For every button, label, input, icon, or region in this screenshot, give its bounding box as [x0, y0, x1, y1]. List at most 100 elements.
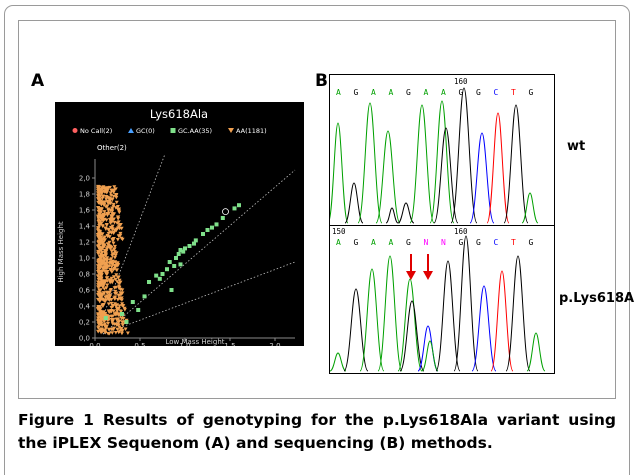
aa-point	[96, 322, 101, 326]
aa-point	[102, 281, 107, 285]
x-tick-label: 1,5	[224, 342, 235, 346]
aa-point	[119, 309, 124, 314]
aa-point	[114, 263, 119, 268]
aa-point	[121, 316, 126, 321]
het-point	[103, 316, 108, 320]
het-point	[165, 267, 169, 272]
aa-point	[115, 327, 120, 332]
aa-point	[105, 213, 110, 218]
trace-peak	[450, 87, 478, 224]
base-call: A	[389, 88, 394, 97]
legend-marker	[228, 128, 234, 133]
aa-point	[119, 236, 124, 241]
base-call: A	[371, 238, 376, 247]
legend-label: AA(1181)	[236, 127, 267, 135]
figure-box: A B Lys618Ala No Call(2) GC(0) GC.AA(35) AA…	[18, 20, 634, 399]
aa-point	[102, 319, 107, 323]
aa-point	[114, 193, 119, 198]
cluster-boundary-lower	[102, 261, 296, 335]
caption-text: Results of genotyping for the p.Lys618Al…	[18, 411, 616, 452]
aa-point	[96, 290, 101, 295]
legend-marker	[72, 128, 78, 133]
trace-peak	[469, 132, 495, 224]
wt-label: wt	[567, 139, 586, 154]
y-tick-label: 0,2	[79, 319, 90, 327]
panel-b-letter: B	[315, 71, 328, 91]
mutant-position-label: 160	[454, 227, 468, 236]
aa-point	[120, 320, 125, 325]
mutant-label: p.Lys618Ala	[559, 291, 634, 306]
aa-point	[102, 322, 107, 327]
aa-point	[105, 188, 110, 193]
aa-point	[96, 325, 101, 329]
trace-peak	[521, 192, 539, 224]
aa-point	[114, 195, 119, 200]
aa-point	[114, 304, 119, 309]
aa-point	[118, 297, 123, 301]
aa-point	[96, 228, 101, 233]
aa-point	[112, 302, 117, 306]
aa-point	[117, 284, 122, 289]
aa-point	[106, 328, 111, 332]
aa-point	[116, 321, 121, 325]
aa-point	[105, 256, 110, 260]
aa-point	[117, 278, 122, 283]
aa-point	[109, 265, 114, 269]
base-call: G	[354, 88, 359, 97]
aa-point	[116, 323, 121, 327]
aa-point	[99, 321, 104, 325]
aa-point	[108, 201, 113, 206]
y-tick-label: 1,4	[79, 223, 91, 231]
aa-point	[115, 204, 120, 209]
aa-point	[106, 228, 111, 232]
trace-peak	[486, 112, 510, 224]
aa-point	[100, 303, 105, 308]
aa-point	[108, 244, 113, 249]
aa-point	[106, 231, 111, 236]
aa-point	[114, 273, 119, 277]
aa-point	[100, 293, 105, 297]
x-tick-label: 0,5	[134, 342, 145, 346]
aa-point	[116, 217, 121, 221]
aa-point	[99, 327, 104, 331]
aa-point	[110, 314, 115, 318]
aa-point	[119, 331, 124, 336]
aa-point	[106, 331, 111, 336]
aa-point	[115, 309, 120, 313]
aa-point	[96, 294, 101, 298]
aa-point	[99, 247, 104, 252]
aa-point	[111, 318, 116, 323]
aa-point	[109, 193, 114, 198]
trace-peak	[344, 182, 364, 224]
aa-point	[99, 186, 104, 190]
aa-point	[109, 305, 114, 310]
aa-point	[115, 261, 120, 265]
aa-point	[97, 266, 102, 271]
y-tick-label: 2,0	[79, 175, 90, 183]
aa-point	[100, 196, 105, 200]
aa-point	[107, 293, 112, 298]
aa-point	[103, 261, 108, 266]
het-point	[201, 232, 205, 236]
aa-point	[96, 226, 101, 230]
aa-point	[97, 237, 102, 241]
trace-peak	[329, 352, 347, 372]
base-call: G	[459, 238, 464, 247]
aa-point	[113, 295, 118, 299]
aa-point	[112, 185, 117, 189]
aa-point	[96, 251, 101, 256]
trace-peak	[343, 288, 369, 372]
chromatogram-mutant: 150 160 A G A A G N N G G C T G	[329, 225, 555, 374]
aa-point	[110, 303, 115, 308]
het-point	[169, 288, 174, 292]
trace-peak	[397, 278, 423, 372]
het-point	[210, 225, 214, 230]
other-label: Other(2)	[97, 144, 127, 152]
aa-point	[117, 210, 122, 215]
aa-point	[111, 268, 116, 272]
aa-point	[105, 276, 110, 280]
aa-point	[111, 241, 116, 246]
base-call: A	[336, 238, 341, 247]
aa-point	[104, 195, 109, 199]
plot-legend: No Call(2) GC(0) GC.AA(35) AA(1181)	[72, 127, 267, 135]
